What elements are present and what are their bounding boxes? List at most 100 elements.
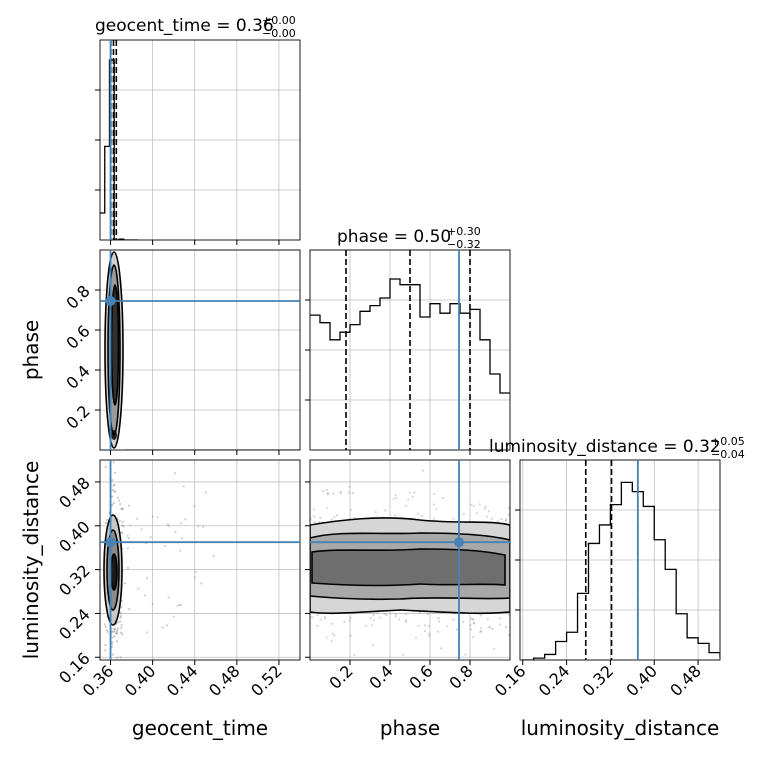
scatter-point (418, 611, 421, 614)
truth-marker (105, 296, 116, 306)
truth-lines (100, 40, 639, 660)
scatter-point (426, 613, 429, 616)
scatter-point (146, 631, 149, 634)
scatter-point (163, 544, 166, 548)
truth-marker (105, 537, 116, 548)
scatter-point (404, 619, 407, 622)
scatter-point (507, 634, 510, 637)
axes-frame (99, 459, 301, 661)
scatter-point (325, 488, 328, 491)
scatter-point (197, 525, 200, 528)
scatter-point (145, 576, 149, 580)
scatter-point (350, 508, 353, 511)
scatter-point (126, 566, 129, 570)
scatter-point (407, 662, 409, 664)
scatter-point (330, 639, 333, 643)
scatter-point (394, 615, 397, 618)
scatter-point (121, 508, 124, 511)
scatter-point (471, 636, 475, 639)
axes-frame (99, 249, 301, 451)
scatter-point (184, 518, 187, 521)
contour-mid (107, 264, 121, 436)
scatter-point (479, 630, 482, 634)
x-tick-label: 0.24 (535, 661, 574, 700)
scatter-point (491, 627, 494, 631)
scatter-point (105, 518, 109, 521)
scatter-point (364, 624, 367, 627)
scatter-point (452, 517, 455, 520)
title-geocent-time-minus: −0.00 (262, 27, 296, 40)
scatter-point (349, 616, 352, 619)
grid-geocent-time-hist (100, 40, 300, 240)
scatter-point (311, 616, 314, 619)
scatter-point (136, 517, 139, 520)
scatter-point (372, 619, 376, 622)
scatter-point (469, 628, 472, 631)
scatter-point (212, 554, 215, 558)
scatter-point (405, 620, 408, 624)
scatter-point (121, 531, 124, 535)
scatter-point (352, 492, 355, 495)
scatter-point (204, 491, 207, 494)
scatter-point (109, 684, 111, 686)
scatter-point (120, 605, 123, 608)
scatter-point (462, 620, 465, 624)
scatter-point (179, 603, 182, 607)
contour-outer (104, 251, 124, 449)
grid-distance-vs-geocent-time (100, 460, 300, 660)
scatter-point (167, 596, 170, 599)
scatter-point (414, 636, 418, 639)
xlabel-geocent-time: geocent_time (132, 716, 268, 740)
scatter-point (193, 504, 196, 507)
scatter-point (112, 484, 115, 487)
scatter-point (427, 625, 430, 628)
scatter-point (200, 582, 203, 585)
scatter-point (480, 627, 483, 630)
scatter-point (140, 528, 143, 531)
scatter-point (112, 627, 116, 631)
scatter-point (178, 603, 181, 607)
scatter-point (325, 507, 328, 510)
scatter-point (317, 521, 320, 524)
x-tick-label: 0.52 (247, 661, 286, 700)
axes-frame (309, 459, 511, 661)
scatter-point (111, 479, 114, 482)
scatter-point (127, 537, 130, 540)
histogram-step (310, 278, 510, 394)
title-luminosity-distance: luminosity_distance = 0.32 (489, 437, 721, 457)
scatter-point (151, 603, 154, 606)
title-phase: phase = 0.50 (337, 227, 451, 247)
scatter-point (104, 643, 107, 647)
scatter-point (499, 623, 502, 626)
scatter-point (121, 507, 124, 510)
scatter-point (499, 617, 502, 620)
scatter-point (173, 472, 177, 475)
scatter-point (176, 604, 179, 607)
ylabel-luminosity-distance: luminosity_distance (19, 461, 43, 660)
scatter-point (120, 531, 123, 534)
scatter-point (115, 630, 118, 633)
scatter-point (348, 491, 351, 494)
scatter-point (417, 624, 420, 627)
scatter-point (172, 615, 175, 618)
scatter-point (378, 616, 381, 619)
scatter-point (480, 630, 483, 633)
scatter-point (416, 512, 419, 515)
scatter-point (404, 504, 407, 507)
x-tick-label: 0.2 (325, 661, 356, 692)
scatter-point (120, 624, 123, 627)
scatter-point (446, 625, 449, 628)
scatter-point (349, 634, 352, 637)
scatter-point (151, 515, 154, 518)
title-luminosity-distance-plus: +0.05 (711, 435, 745, 448)
scatter-point (495, 673, 497, 675)
scatter-point (507, 513, 510, 516)
scatter-point (433, 517, 436, 520)
title-geocent-time: geocent_time = 0.36 (95, 16, 274, 36)
scatter-point (181, 537, 184, 540)
scatter-point (437, 617, 440, 620)
scatter-point (436, 630, 440, 633)
grid-distance-hist (520, 460, 720, 660)
scatter-point (469, 624, 472, 627)
